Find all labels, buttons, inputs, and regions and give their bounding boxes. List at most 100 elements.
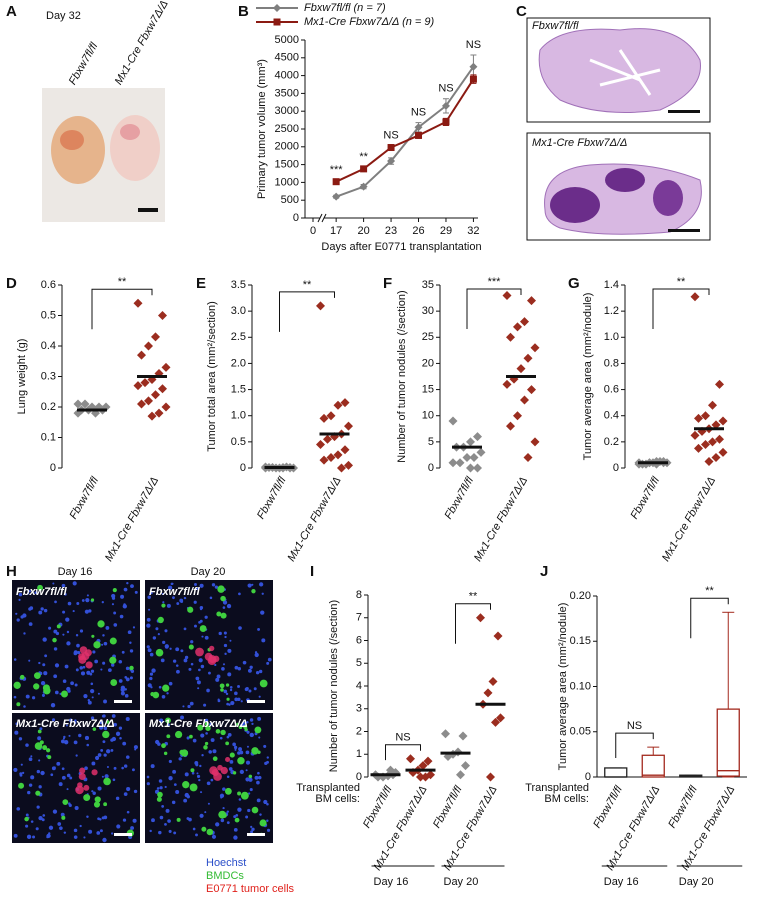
day-label: Day 20	[679, 876, 714, 888]
cell	[106, 765, 109, 769]
data-point	[473, 432, 482, 442]
cell	[208, 671, 211, 675]
cell	[257, 771, 260, 775]
cell	[112, 588, 117, 593]
cell	[194, 624, 197, 628]
data-point	[469, 453, 479, 463]
cell	[18, 592, 23, 597]
cell	[194, 583, 197, 586]
cell	[261, 592, 264, 595]
cell	[129, 665, 134, 671]
cell	[38, 610, 43, 615]
cell	[13, 767, 18, 773]
cell	[43, 687, 51, 695]
cell	[104, 774, 109, 779]
data-point	[137, 399, 146, 409]
cell	[90, 669, 95, 673]
x-tick-label: 29	[440, 225, 452, 237]
cell	[18, 782, 25, 789]
y-tick-label: 0	[50, 462, 56, 474]
cell	[96, 831, 101, 835]
cell	[233, 835, 238, 840]
day-label: Day 16	[604, 876, 639, 888]
cell	[184, 655, 189, 660]
cell	[13, 681, 21, 689]
data-point	[711, 453, 721, 463]
cell	[224, 652, 227, 656]
cell	[224, 787, 232, 795]
cell	[241, 721, 246, 726]
cell	[28, 590, 31, 593]
cell	[111, 663, 115, 667]
cell	[249, 732, 254, 738]
cell	[77, 651, 81, 655]
cell	[149, 676, 153, 681]
cell	[123, 603, 126, 606]
cell	[44, 654, 48, 658]
significance-label: ***	[488, 276, 502, 288]
significance-bracket	[690, 597, 729, 639]
cell	[225, 692, 229, 696]
cell	[258, 669, 263, 674]
cell	[126, 786, 131, 792]
panel-label: A	[6, 3, 17, 20]
cell	[256, 780, 260, 785]
cell	[217, 698, 220, 701]
cell	[227, 672, 232, 677]
cell	[133, 789, 138, 794]
cell	[199, 625, 207, 632]
tumor-nodule	[653, 180, 683, 216]
data-point	[502, 290, 512, 300]
cell	[66, 773, 71, 778]
cell	[50, 703, 56, 708]
cell	[266, 802, 269, 806]
cell	[176, 817, 181, 822]
cell	[62, 633, 65, 636]
cell	[222, 806, 225, 810]
data-point	[466, 463, 475, 473]
cell	[113, 611, 117, 615]
cell	[62, 799, 69, 806]
cell	[163, 751, 168, 756]
cell	[119, 614, 124, 619]
cell	[167, 723, 170, 727]
y-tick-label: 2000	[275, 141, 299, 153]
cell	[91, 790, 94, 793]
cell	[257, 627, 261, 631]
cell	[199, 608, 203, 611]
significance-label: **	[469, 591, 478, 603]
y-tick-label: 0.5	[231, 436, 246, 448]
x-tick-label: Fbxw7fl/fl	[361, 783, 395, 830]
data-point	[520, 395, 529, 405]
cell	[182, 705, 185, 708]
cell	[52, 809, 58, 814]
data-point	[144, 341, 153, 351]
cell	[111, 714, 116, 718]
cell	[56, 761, 61, 766]
cell	[34, 742, 43, 750]
legend-entry: E0771 tumor cells	[206, 883, 295, 895]
cell	[93, 641, 101, 649]
cell	[249, 788, 253, 792]
cell	[166, 734, 171, 739]
cell	[48, 626, 52, 630]
cell	[26, 834, 32, 839]
cell	[13, 658, 17, 661]
cell	[229, 639, 232, 642]
significance-bracket	[466, 288, 522, 329]
legend-entry: Mx1-Cre Fbxw7Δ/Δ (n = 9)	[304, 16, 435, 28]
cell	[25, 824, 29, 828]
cell	[70, 681, 74, 686]
data-point	[523, 453, 533, 463]
cell	[175, 789, 180, 794]
y-tick-label: 5	[428, 436, 434, 448]
cell	[225, 683, 230, 687]
cell	[42, 663, 46, 667]
cell	[97, 692, 100, 695]
cell	[40, 607, 44, 611]
cell	[101, 816, 105, 820]
cell	[253, 687, 257, 691]
cell	[161, 694, 166, 699]
y-tick-label: 1	[356, 748, 362, 760]
